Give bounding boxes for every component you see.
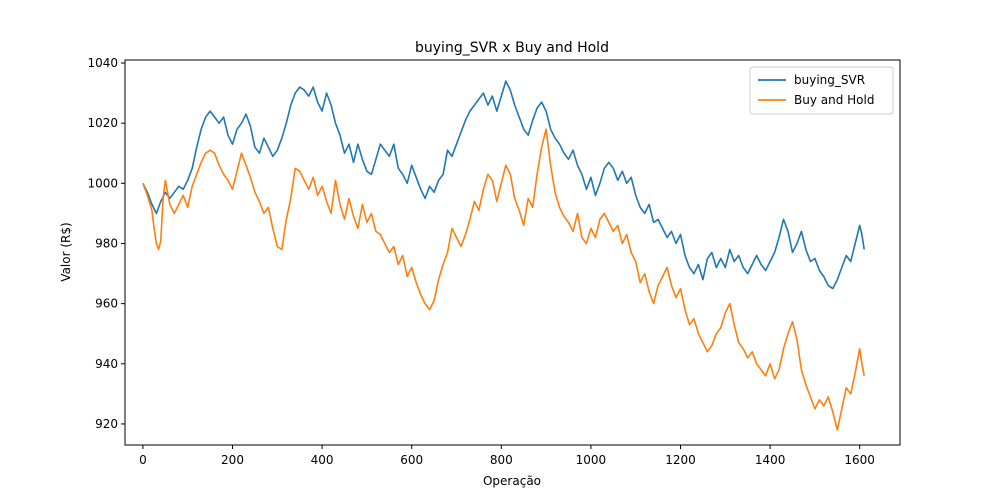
x-axis-label: Operação bbox=[483, 474, 541, 488]
y-tick-label: 1020 bbox=[87, 116, 118, 130]
x-tick-label: 200 bbox=[221, 453, 244, 467]
x-tick-label: 1600 bbox=[844, 453, 875, 467]
x-tick-label: 1200 bbox=[665, 453, 696, 467]
series-layer bbox=[142, 80, 865, 431]
x-tick-label: 1400 bbox=[755, 453, 786, 467]
x-tick-label: 800 bbox=[490, 453, 513, 467]
y-tick-label: 940 bbox=[95, 357, 118, 371]
y-tick-label: 920 bbox=[95, 417, 118, 431]
axes-layer: 0 200 400 600 800 1000 1200 1400 1600 920 940 960 98… bbox=[87, 56, 875, 467]
legend-box bbox=[749, 66, 894, 115]
y-tick-label: 960 bbox=[95, 297, 118, 311]
legend-label: buying_SVR bbox=[794, 73, 865, 87]
plot-frame bbox=[124, 59, 901, 446]
x-tick-label: 1000 bbox=[576, 453, 607, 467]
x-tick-label: 400 bbox=[311, 453, 334, 467]
chart-title: buying_SVR x Buy and Hold bbox=[415, 40, 609, 56]
x-tick-label: 600 bbox=[400, 453, 423, 467]
legend-label: Buy and Hold bbox=[794, 93, 874, 107]
x-tick-label: 0 bbox=[139, 453, 147, 467]
y-axis-label: Valor (R$) bbox=[59, 222, 73, 281]
series-line-buy-and-hold bbox=[142, 128, 865, 431]
y-tick-label: 980 bbox=[95, 236, 118, 250]
y-tick-label: 1040 bbox=[87, 56, 118, 70]
y-tick-label: 1000 bbox=[87, 176, 118, 190]
series-line-buying-svr bbox=[142, 80, 865, 290]
legend: buying_SVR Buy and Hold bbox=[749, 66, 894, 115]
